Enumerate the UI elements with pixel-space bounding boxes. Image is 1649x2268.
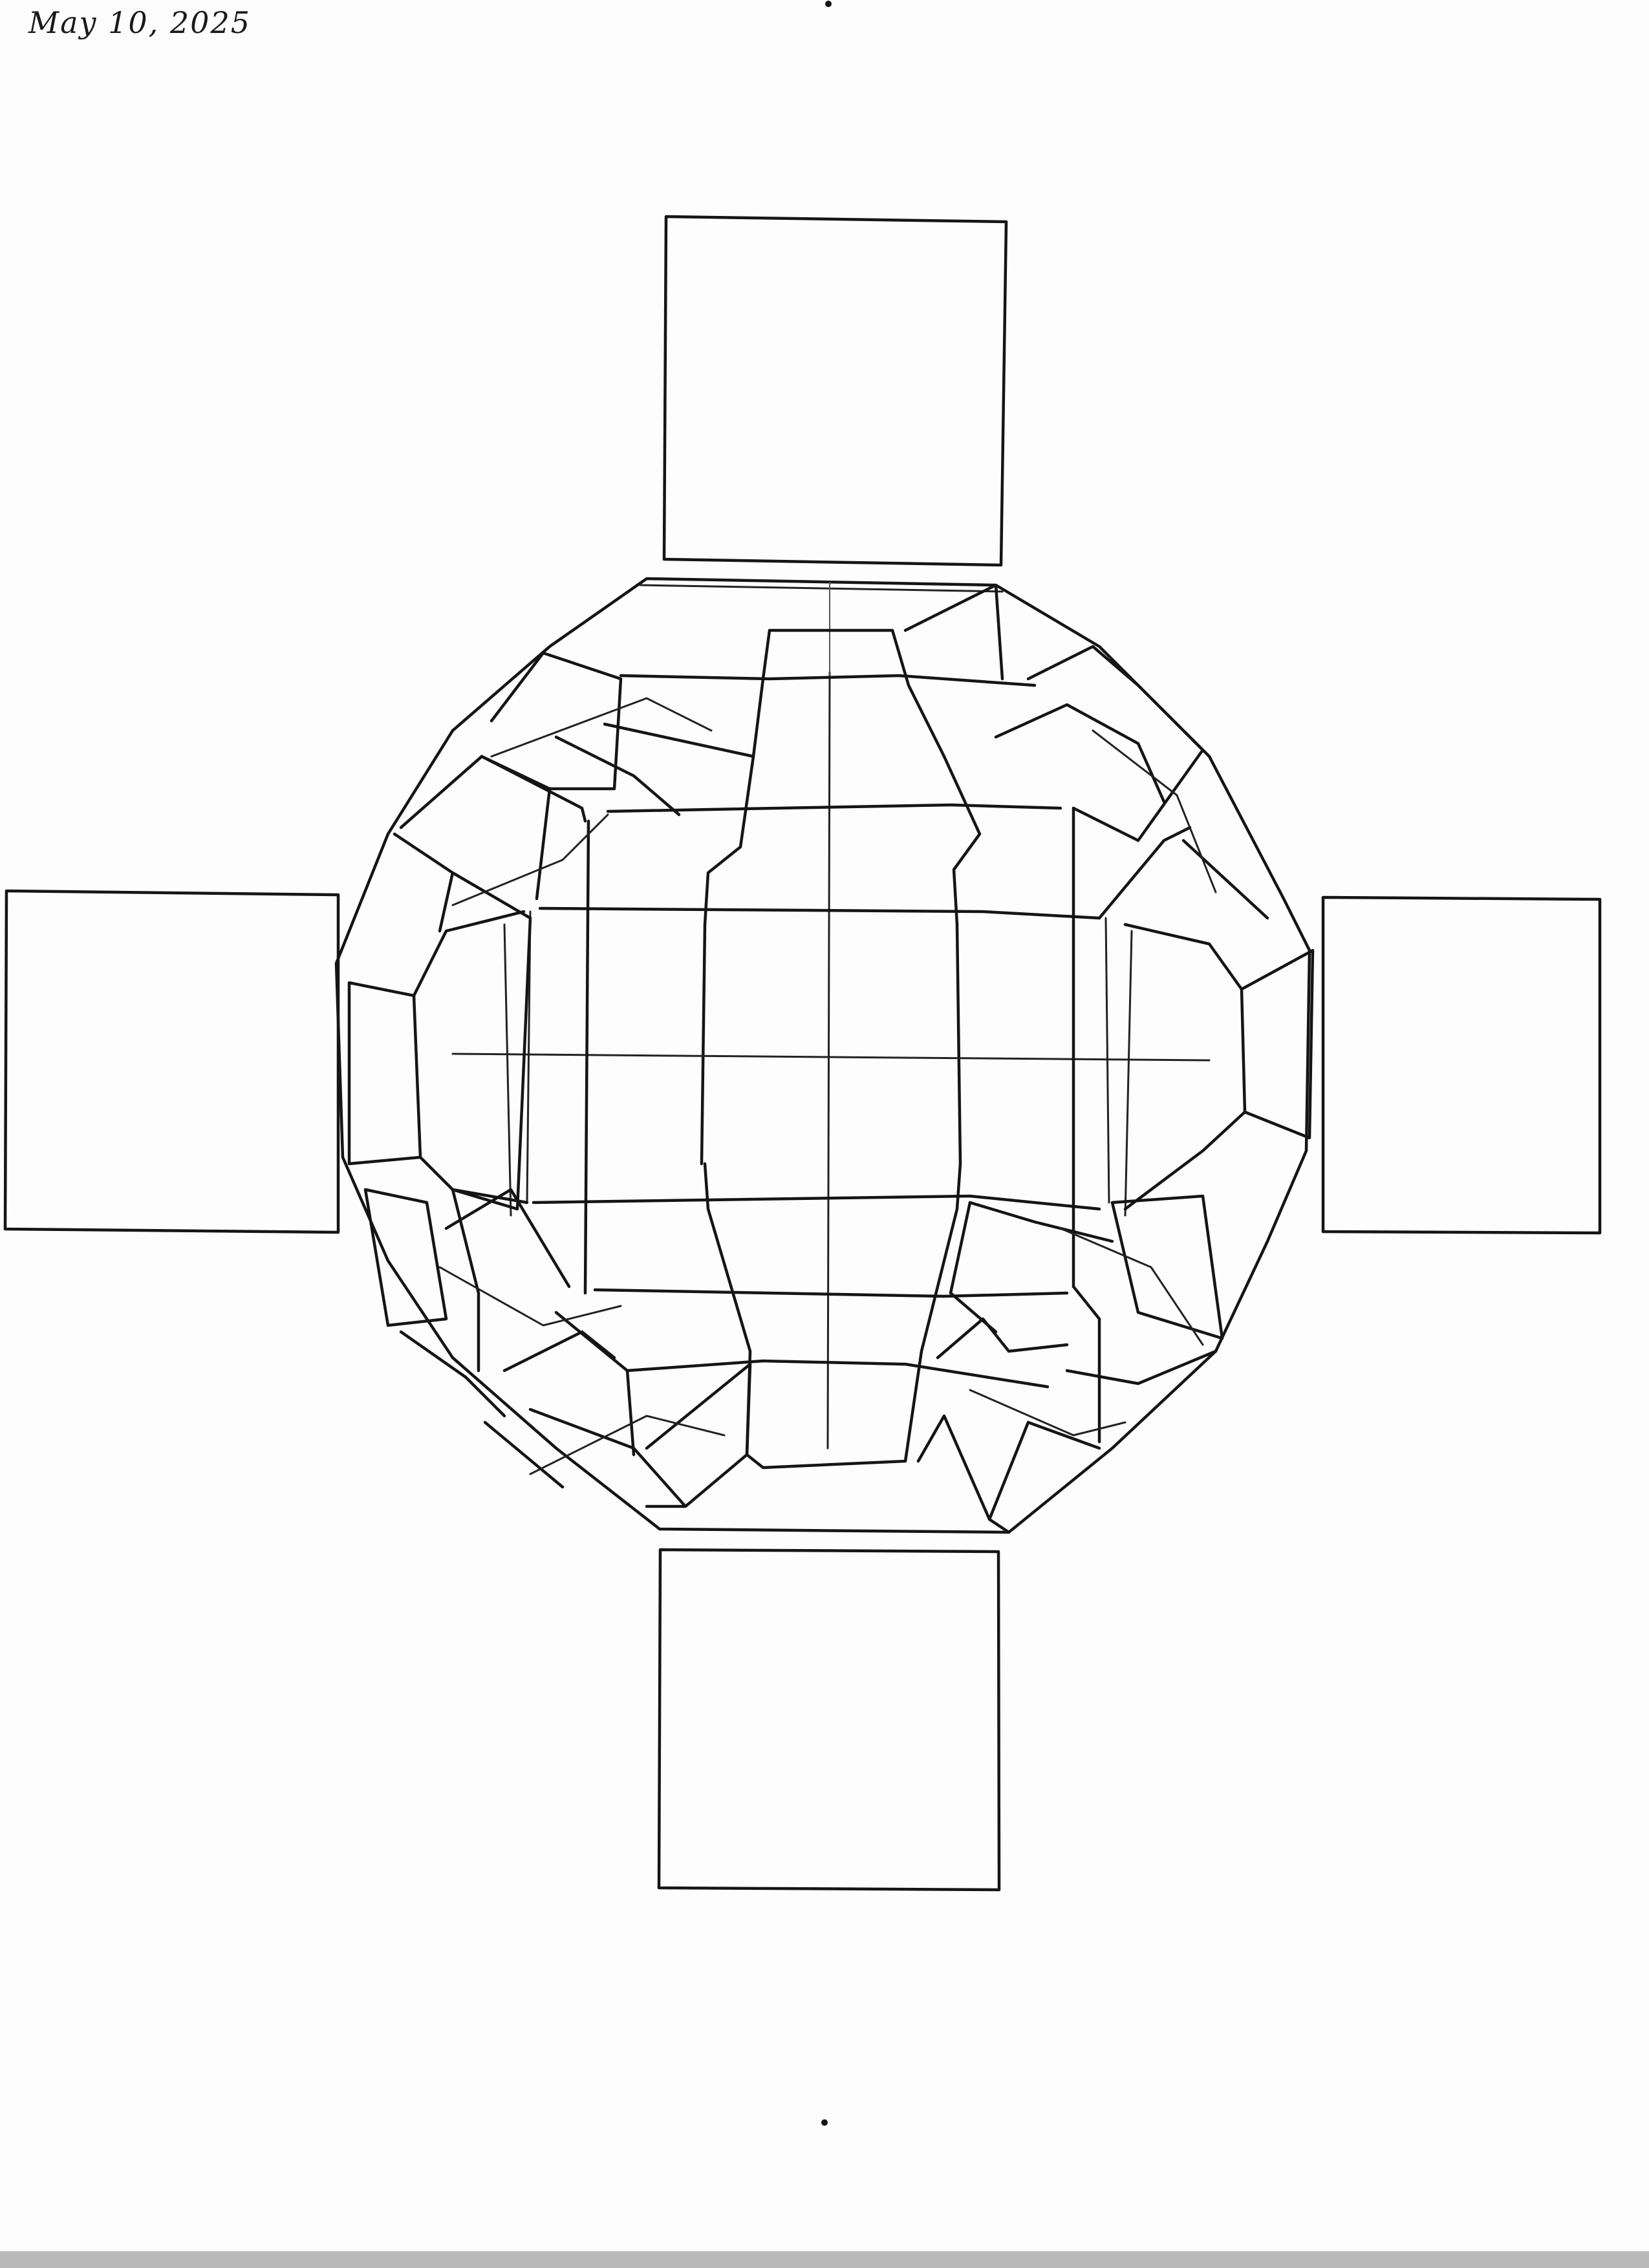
registration-dot-bottom <box>821 2119 828 2126</box>
square-bottom <box>657 1548 1001 1892</box>
polyhedron-sketch <box>334 577 1315 1534</box>
square-right <box>1321 895 1602 1235</box>
square-left <box>3 889 340 1234</box>
square-top <box>662 215 1008 567</box>
registration-dot-top <box>825 1 832 7</box>
scanner-edge <box>0 2251 1649 2268</box>
handwritten-date: May 10, 2025 <box>28 5 251 40</box>
